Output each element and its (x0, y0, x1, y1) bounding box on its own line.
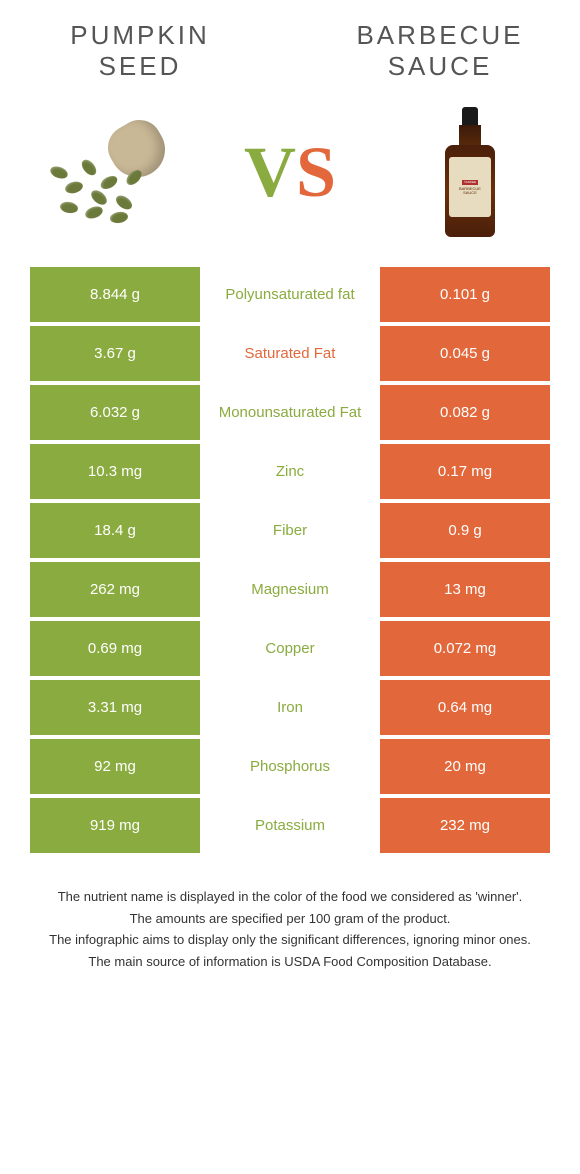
table-row: 92 mgPhosphorus20 mg (30, 739, 550, 794)
right-value: 0.64 mg (380, 680, 550, 735)
right-value: 232 mg (380, 798, 550, 853)
table-row: 919 mgPotassium232 mg (30, 798, 550, 853)
table-row: 3.31 mgIron0.64 mg (30, 680, 550, 735)
nutrient-label: Potassium (200, 798, 380, 853)
right-title: BARBECUE SAUCE (340, 20, 540, 82)
vs-s: S (296, 132, 336, 212)
right-value: 0.17 mg (380, 444, 550, 499)
right-value: 0.072 mg (380, 621, 550, 676)
nutrient-label: Saturated Fat (200, 326, 380, 381)
table-row: 262 mgMagnesium13 mg (30, 562, 550, 617)
right-value: 0.045 g (380, 326, 550, 381)
table-row: 3.67 gSaturated Fat0.045 g (30, 326, 550, 381)
table-row: 6.032 gMonounsaturated Fat0.082 g (30, 385, 550, 440)
bbq-sauce-image: YANKEE BARBECUESAUCE (400, 102, 540, 242)
bottle-icon: YANKEE BARBECUESAUCE (445, 107, 495, 237)
nutrient-label: Zinc (200, 444, 380, 499)
header: PUMPKIN SEED BARBECUE SAUCE (0, 0, 580, 92)
vs-v: V (244, 132, 296, 212)
right-value: 0.101 g (380, 267, 550, 322)
footer-line-3: The infographic aims to display only the… (30, 930, 550, 950)
nutrient-label: Polyunsaturated fat (200, 267, 380, 322)
left-value: 10.3 mg (30, 444, 200, 499)
left-title: PUMPKIN SEED (40, 20, 240, 82)
left-value: 3.31 mg (30, 680, 200, 735)
left-value: 919 mg (30, 798, 200, 853)
left-value: 92 mg (30, 739, 200, 794)
right-value: 13 mg (380, 562, 550, 617)
nutrient-label: Phosphorus (200, 739, 380, 794)
left-value: 0.69 mg (30, 621, 200, 676)
nutrient-label: Copper (200, 621, 380, 676)
footer-line-4: The main source of information is USDA F… (30, 952, 550, 972)
left-value: 6.032 g (30, 385, 200, 440)
nutrient-label: Monounsaturated Fat (200, 385, 380, 440)
left-value: 3.67 g (30, 326, 200, 381)
footer-line-2: The amounts are specified per 100 gram o… (30, 909, 550, 929)
table-row: 18.4 gFiber0.9 g (30, 503, 550, 558)
left-value: 8.844 g (30, 267, 200, 322)
footer-line-1: The nutrient name is displayed in the co… (30, 887, 550, 907)
seed-icon (45, 117, 175, 227)
table-row: 0.69 mgCopper0.072 mg (30, 621, 550, 676)
right-value: 0.9 g (380, 503, 550, 558)
images-row: VS YANKEE BARBECUESAUCE (0, 92, 580, 267)
table-row: 10.3 mgZinc0.17 mg (30, 444, 550, 499)
nutrient-label: Fiber (200, 503, 380, 558)
table-row: 8.844 gPolyunsaturated fat0.101 g (30, 267, 550, 322)
nutrient-label: Magnesium (200, 562, 380, 617)
left-value: 18.4 g (30, 503, 200, 558)
vs-label: VS (244, 131, 336, 214)
footer-notes: The nutrient name is displayed in the co… (0, 857, 580, 971)
right-value: 20 mg (380, 739, 550, 794)
comparison-table: 8.844 gPolyunsaturated fat0.101 g3.67 gS… (0, 267, 580, 853)
left-value: 262 mg (30, 562, 200, 617)
right-value: 0.082 g (380, 385, 550, 440)
nutrient-label: Iron (200, 680, 380, 735)
pumpkin-seed-image (40, 102, 180, 242)
